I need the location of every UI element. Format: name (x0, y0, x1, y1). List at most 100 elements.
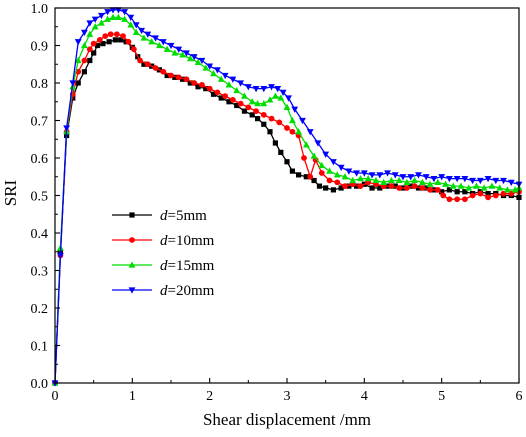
data-point (353, 170, 360, 177)
data-point (318, 161, 326, 169)
data-point (276, 119, 283, 126)
data-point (342, 183, 348, 190)
data-point (221, 72, 229, 80)
data-point (86, 46, 93, 53)
data-point (80, 29, 88, 36)
data-point (171, 49, 179, 56)
legend-label-variable: d (160, 283, 168, 299)
data-point (465, 184, 473, 191)
data-point (449, 182, 457, 189)
data-point (492, 192, 499, 199)
data-point (511, 186, 519, 193)
data-point (268, 115, 275, 122)
data-point (57, 252, 64, 260)
data-point (168, 72, 174, 79)
data-point (202, 64, 210, 71)
data-point (283, 103, 291, 110)
series-line (54, 39, 520, 384)
data-point (354, 183, 360, 189)
data-point (254, 100, 262, 107)
data-point (102, 33, 109, 40)
data-point (454, 196, 461, 203)
data-point (388, 176, 395, 184)
data-point (80, 41, 88, 49)
data-point (198, 57, 206, 65)
data-point (323, 185, 329, 191)
data-point (289, 168, 296, 174)
data-point (430, 176, 438, 183)
legend-label-variable: d (160, 208, 168, 224)
data-point (318, 170, 325, 176)
data-point (372, 176, 380, 184)
data-point (446, 187, 452, 193)
data-point (396, 185, 403, 191)
data-point (90, 40, 97, 47)
data-point (484, 176, 492, 183)
data-point (299, 117, 306, 125)
data-point (268, 84, 275, 91)
data-point (411, 183, 418, 190)
plot-frame (54, 7, 520, 384)
data-point (496, 184, 504, 191)
data-point (91, 16, 99, 23)
data-point (214, 67, 221, 74)
data-point (69, 80, 77, 87)
data-point (252, 86, 260, 93)
data-point (419, 185, 426, 191)
data-point (127, 14, 135, 21)
data-point (190, 54, 198, 61)
data-point (384, 170, 391, 177)
y-tick-label: 0.9 (31, 40, 49, 55)
data-point (127, 21, 135, 28)
data-point (107, 31, 114, 38)
data-point (330, 159, 337, 166)
x-tick-label: 1 (129, 389, 136, 404)
data-point (186, 55, 194, 62)
data-point (469, 177, 476, 185)
y-tick-label: 0.8 (31, 77, 49, 92)
y-tick-label: 0.3 (31, 265, 49, 280)
legend-label-value: =10mm (168, 233, 215, 249)
data-point (284, 159, 290, 165)
data-point (376, 172, 384, 179)
data-point (195, 84, 201, 90)
data-point (369, 185, 375, 191)
series-5mm (52, 37, 522, 386)
data-point (120, 33, 126, 40)
legend-label: d=15mm (160, 258, 215, 274)
data-point (179, 51, 186, 58)
data-point (137, 57, 143, 64)
data-point (504, 186, 511, 193)
data-point (377, 185, 383, 191)
data-point (307, 173, 314, 180)
series-line (54, 33, 520, 384)
data-point (167, 42, 175, 50)
y-tick-label: 1.0 (31, 2, 49, 17)
data-point (302, 141, 310, 148)
data-point (260, 100, 268, 107)
data-point (164, 72, 170, 79)
data-point (241, 108, 248, 114)
data-point (492, 177, 500, 185)
data-point (415, 172, 422, 179)
data-point (63, 125, 70, 132)
data-point (160, 68, 167, 75)
data-point (225, 81, 233, 88)
series-20mm (51, 7, 523, 387)
data-point (217, 75, 225, 82)
data-point (334, 179, 341, 186)
data-point (446, 176, 453, 183)
data-point (96, 36, 103, 43)
data-point (141, 61, 147, 67)
data-point (199, 81, 205, 88)
x-tick-label: 2 (206, 389, 213, 404)
data-point (121, 9, 128, 16)
data-point (326, 167, 333, 174)
data-point (316, 183, 323, 189)
x-tick-label: 4 (361, 389, 368, 404)
data-point (403, 185, 410, 191)
data-point (109, 13, 117, 20)
data-point (333, 171, 341, 178)
